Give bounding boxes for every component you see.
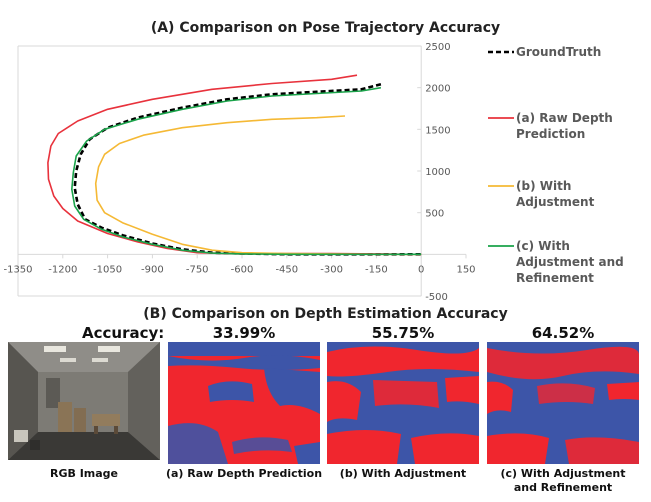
x-tick-label: 0: [418, 264, 424, 275]
legend-label-2: Adjustment: [516, 195, 595, 209]
series-line-3: [71, 86, 422, 256]
section-a-title: (A) Comparison on Pose Trajectory Accura…: [150, 20, 501, 36]
y-tick-label: 500: [425, 209, 444, 220]
caption-refinement-line1: (c) With Adjustment: [500, 467, 626, 480]
series-line-2: [94, 115, 422, 256]
caption-raw: (a) Raw Depth Prediction: [165, 467, 323, 480]
x-tick-label: -300: [320, 264, 343, 275]
x-tick-label: -1200: [48, 264, 77, 275]
trajectory-chart: -1350 -1200 -1050 -900 -750 -600 -450 -300 -150 0…: [3, 42, 624, 303]
legend-label-1: (a) Raw Depth: [516, 111, 613, 125]
x-tick-label: 150: [456, 264, 475, 275]
depth-map-raw: [168, 342, 320, 464]
accuracy-adjustment: 55.75%: [371, 324, 435, 342]
legend-label-2: (b) With: [516, 179, 571, 193]
caption-refinement-line2: and Refinement: [513, 481, 613, 494]
accuracy-label: Accuracy:: [82, 324, 165, 342]
x-tick-label: -750: [186, 264, 209, 275]
x-tick-label: -450: [275, 264, 298, 275]
caption-rgb: RGB Image: [49, 467, 119, 480]
series-line-0: [73, 83, 422, 256]
y-tick-label: 1500: [425, 125, 450, 136]
x-tick-label: -600: [231, 264, 254, 275]
depth-map-refinement: [487, 342, 639, 464]
y-tick-label: 1000: [425, 167, 450, 178]
x-tick-label: -150: [365, 264, 388, 275]
legend-label-0: GroundTruth: [516, 45, 601, 59]
legend-label-3: (c) With: [516, 239, 570, 253]
x-tick-label: -900: [141, 264, 164, 275]
legend-label-3: Refinement: [516, 271, 594, 285]
y-tick-label: -500: [425, 292, 448, 303]
accuracy-raw: 33.99%: [212, 324, 276, 342]
legend-label-1: Prediction: [516, 127, 585, 141]
depth-map-adjustment: [327, 342, 479, 464]
legend-label-3: Adjustment and: [516, 255, 624, 269]
rgb-image: [8, 342, 160, 460]
x-tick-label: -1050: [93, 264, 122, 275]
y-tick-label: 2000: [425, 84, 450, 95]
section-b-title: (B) Comparison on Depth Estimation Accur…: [143, 306, 508, 322]
caption-adjustment: (b) With Adjustment: [339, 467, 467, 480]
x-tick-label: -1350: [3, 264, 32, 275]
y-tick-label: 2500: [425, 42, 450, 53]
accuracy-refinement: 64.52%: [531, 324, 595, 342]
